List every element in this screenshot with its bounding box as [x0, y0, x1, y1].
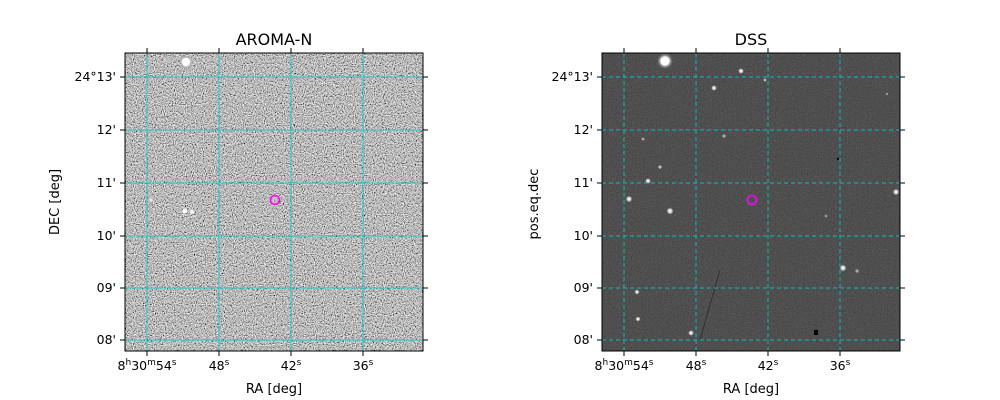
y-axis-label: DEC [deg] [48, 169, 63, 235]
ra-tick-label: 42s [758, 358, 779, 373]
dec-tick-label: 10' [97, 228, 116, 243]
sky-image [125, 53, 423, 351]
panel-title: DSS [735, 30, 768, 49]
target-marker [746, 194, 758, 206]
y-axis-label: pos.eq.dec [527, 169, 542, 240]
ra-tick-label: 42s [281, 358, 302, 373]
sky-image [602, 53, 900, 351]
dec-tick-label: 08' [574, 332, 593, 347]
ra-tick-label: 8h30m54s [595, 358, 654, 373]
dec-tick-label: 12' [97, 122, 116, 137]
dec-tick-label: 24°13' [552, 69, 594, 84]
ra-tick-label: 8h30m54s [118, 358, 177, 373]
panel-aroma-n: AROMA-N [48, 30, 428, 397]
x-axis-label: RA [deg] [246, 382, 302, 397]
tick-marks [120, 48, 428, 356]
x-axis-label: RA [deg] [723, 382, 779, 397]
plot-frame [124, 52, 424, 352]
ra-tick-label: 36s [830, 358, 851, 373]
tick-marks [597, 48, 905, 356]
dec-tick-label: 24°13' [75, 69, 117, 84]
ra-tick-label: 48s [686, 358, 707, 373]
plot-frame [601, 52, 901, 352]
dec-tick-label: 11' [97, 175, 116, 190]
dec-tick-label: 10' [574, 228, 593, 243]
coordinate-grid [125, 53, 423, 351]
dec-tick-label: 11' [574, 175, 593, 190]
dec-tick-label: 12' [574, 122, 593, 137]
dec-tick-label: 08' [97, 332, 116, 347]
coordinate-grid [602, 53, 900, 351]
target-marker [269, 194, 281, 206]
ra-tick-label: 36s [353, 358, 374, 373]
dec-tick-label: 09' [574, 280, 593, 295]
ra-tick-label: 48s [209, 358, 230, 373]
panel-title: AROMA-N [236, 30, 313, 49]
panel-dss: DSS [527, 30, 905, 397]
dec-tick-label: 09' [97, 280, 116, 295]
